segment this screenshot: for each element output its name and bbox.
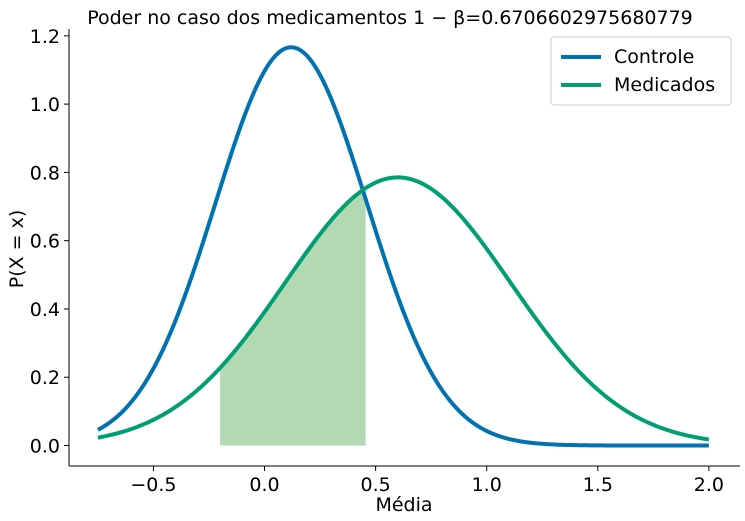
y-tick-label: 1.2 bbox=[30, 26, 60, 48]
legend-label-controle: Controle bbox=[614, 46, 694, 68]
y-tick-label: 0.6 bbox=[30, 231, 60, 253]
chart-title: Poder no caso dos medicamentos 1 − β=0.6… bbox=[87, 7, 693, 29]
y-tick-label: 0.0 bbox=[30, 436, 60, 458]
y-tick-label: 0.8 bbox=[30, 162, 60, 184]
y-tick-label: 0.2 bbox=[30, 367, 60, 389]
y-axis-label: P(X = x) bbox=[6, 210, 28, 289]
y-tick-label: 0.4 bbox=[30, 299, 60, 321]
series-line-controle bbox=[96, 45, 709, 448]
x-tick-label: 2.0 bbox=[694, 474, 724, 496]
x-tick-label: 0.5 bbox=[361, 474, 391, 496]
x-tick-label: 1.0 bbox=[472, 474, 502, 496]
x-axis-label: Média bbox=[375, 494, 432, 516]
legend-box bbox=[550, 36, 732, 106]
x-tick-label: 0.0 bbox=[249, 474, 279, 496]
series-line-medicados bbox=[97, 175, 710, 442]
y-ticks: 0.0 0.2 0.4 0.6 0.8 1.0 1.2 bbox=[30, 26, 69, 458]
x-tick-label: 1.5 bbox=[583, 474, 613, 496]
shaded-power-region bbox=[220, 188, 366, 446]
legend: Controle Medicados bbox=[550, 36, 732, 106]
y-tick-label: 1.0 bbox=[30, 94, 60, 116]
x-tick-label: −0.5 bbox=[130, 474, 176, 496]
legend-label-medicados: Medicados bbox=[614, 74, 715, 96]
x-ticks: −0.5 0.0 0.5 1.0 1.5 2.0 bbox=[130, 466, 724, 496]
